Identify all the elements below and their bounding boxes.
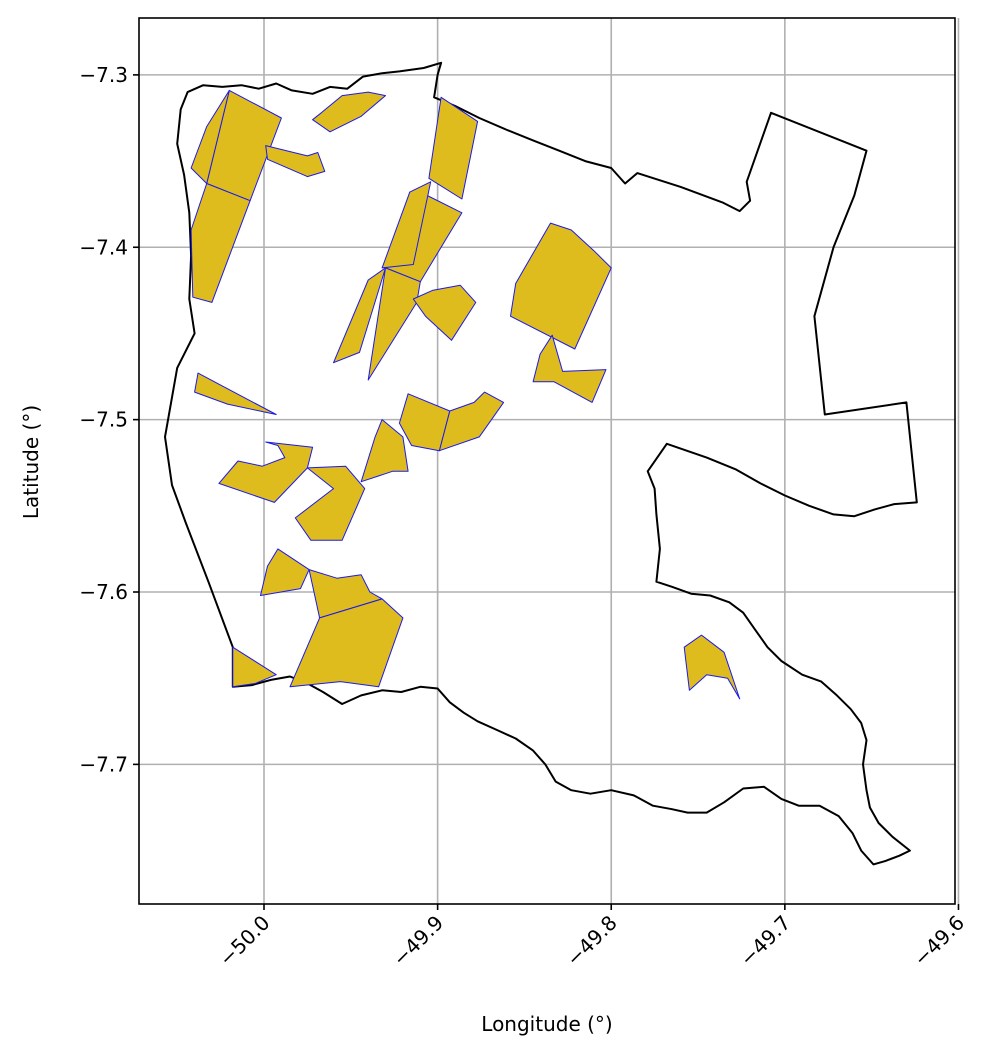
parcel-11 bbox=[412, 284, 477, 341]
parcel-17 bbox=[360, 419, 409, 483]
parcels-layer bbox=[190, 89, 741, 700]
parcel-24 bbox=[683, 634, 741, 700]
parcel-10 bbox=[367, 267, 421, 381]
parcel-15 bbox=[218, 441, 314, 503]
parcel-5 bbox=[312, 91, 386, 133]
parcel-9 bbox=[333, 267, 386, 364]
x-tick-label-1: −49.9 bbox=[388, 911, 448, 971]
parcel-20 bbox=[260, 548, 310, 596]
y-tick-label-3: −7.6 bbox=[79, 580, 128, 604]
parcel-12 bbox=[510, 222, 612, 350]
parcel-14 bbox=[194, 372, 277, 415]
x-tick-label-0: −50.0 bbox=[214, 911, 274, 971]
parcel-4 bbox=[265, 145, 326, 178]
y-tick-label-1: −7.4 bbox=[79, 235, 128, 259]
parcel-23 bbox=[232, 646, 277, 688]
parcel-13 bbox=[532, 334, 607, 403]
y-axis-title: Latitude (°) bbox=[19, 405, 43, 519]
y-tick-label-2: −7.5 bbox=[79, 408, 128, 432]
parcel-16 bbox=[294, 465, 366, 541]
parcel-8 bbox=[381, 181, 432, 269]
parcel-19 bbox=[438, 391, 505, 452]
parcel-3 bbox=[190, 183, 251, 303]
plot-frame bbox=[138, 17, 956, 905]
parcel-18 bbox=[398, 393, 451, 452]
parcel-1 bbox=[206, 89, 282, 202]
parcel-6 bbox=[428, 96, 479, 200]
parcel-22 bbox=[289, 598, 404, 688]
y-tick-label-4: −7.7 bbox=[79, 752, 128, 776]
municipality-boundary bbox=[164, 61, 918, 866]
y-tick-label-0: −7.3 bbox=[79, 63, 128, 87]
x-axis-ticks: −50.0 −49.9 −49.8 −49.7 −49.6 bbox=[214, 904, 969, 971]
map-layer bbox=[164, 61, 918, 866]
x-axis-title: Longitude (°) bbox=[481, 1012, 612, 1036]
parcel-2 bbox=[190, 89, 230, 184]
y-axis-ticks: −7.3 −7.4 −7.5 −7.6 −7.7 bbox=[79, 63, 139, 776]
x-tick-label-2: −49.8 bbox=[561, 911, 621, 971]
x-tick-label-4: −49.6 bbox=[909, 911, 969, 971]
x-tick-label-3: −49.7 bbox=[735, 911, 795, 971]
